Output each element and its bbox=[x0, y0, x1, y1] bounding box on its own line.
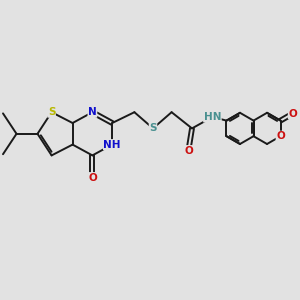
Text: O: O bbox=[276, 131, 285, 141]
Text: NH: NH bbox=[103, 140, 121, 150]
Text: O: O bbox=[288, 109, 297, 118]
Text: O: O bbox=[88, 172, 97, 183]
Text: HN: HN bbox=[204, 112, 221, 122]
Text: N: N bbox=[88, 107, 97, 117]
Text: S: S bbox=[149, 123, 157, 134]
Text: S: S bbox=[48, 107, 56, 117]
Text: O: O bbox=[184, 146, 193, 156]
